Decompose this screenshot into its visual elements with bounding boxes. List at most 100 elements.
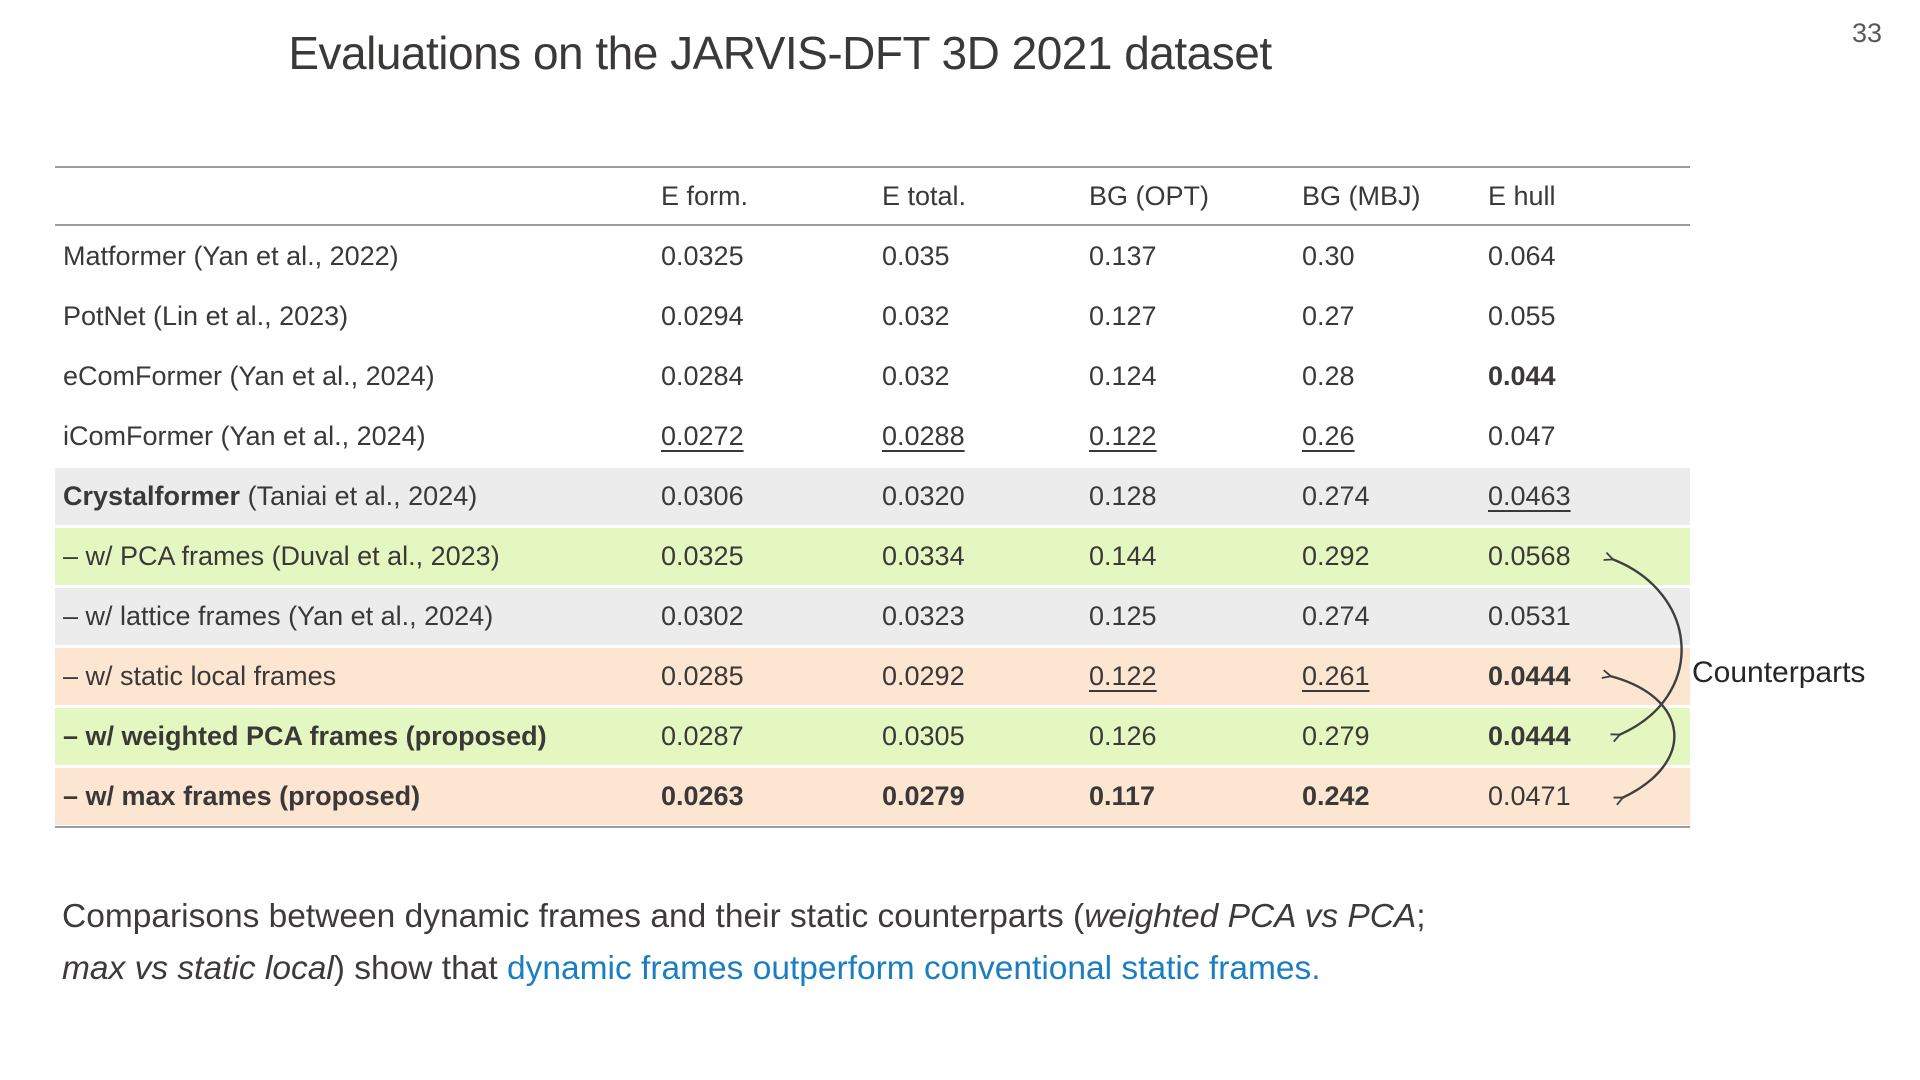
value-cell: 0.128	[1081, 481, 1294, 512]
metric-value: 0.0305	[882, 720, 965, 751]
metric-value: 0.0444	[1488, 720, 1571, 751]
value-cell: 0.0263	[653, 781, 874, 812]
metric-value: 0.122	[1089, 660, 1157, 691]
method-cell: Matformer (Yan et al., 2022)	[55, 241, 653, 272]
value-cell: 0.124	[1081, 361, 1294, 392]
metric-value: 0.0306	[661, 480, 744, 511]
caption-line: Comparisons between dynamic frames and t…	[62, 891, 1882, 943]
table-row: Crystalformer (Taniai et al., 2024) 0.030…	[55, 466, 1690, 526]
value-cell: 0.0334	[874, 541, 1081, 572]
method-label: (Taniai et al., 2024)	[240, 480, 478, 511]
metric-value: 0.0320	[882, 480, 965, 511]
value-cell: 0.032	[874, 301, 1081, 332]
value-cell: 0.0302	[653, 601, 874, 632]
table-header-row: E form. E total. BG (OPT) BG (MBJ) E hull	[55, 168, 1690, 226]
value-cell: 0.28	[1294, 361, 1480, 392]
value-cell: 0.30	[1294, 241, 1480, 272]
value-cell: 0.242	[1294, 781, 1480, 812]
column-header: E form.	[661, 180, 749, 211]
value-cell: 0.0294	[653, 301, 874, 332]
value-cell: 0.0568	[1480, 541, 1690, 572]
metric-value: 0.0263	[661, 780, 744, 811]
metric-value: 0.0568	[1488, 540, 1571, 571]
metric-value: 0.064	[1488, 240, 1556, 271]
value-cell: 0.0279	[874, 781, 1081, 812]
value-cell: 0.0325	[653, 241, 874, 272]
value-cell: 0.126	[1081, 721, 1294, 752]
method-label: PotNet (Lin et al., 2023)	[63, 300, 349, 331]
method-cell: Crystalformer (Taniai et al., 2024)	[55, 481, 653, 512]
caption: Comparisons between dynamic frames and t…	[62, 891, 1882, 995]
metric-value: 0.0323	[882, 600, 965, 631]
value-cell: 0.0471	[1480, 781, 1690, 812]
method-label: – w/ static local frames	[63, 660, 337, 691]
table-row: – w/ static local frames 0.0285 0.0292 0.12…	[55, 646, 1690, 706]
metric-value: 0.0272	[661, 420, 744, 451]
metric-value: 0.0287	[661, 720, 744, 751]
table-row: iComFormer (Yan et al., 2024) 0.0272 0.028…	[55, 406, 1690, 466]
metric-value: 0.26	[1302, 420, 1355, 451]
metric-value: 0.127	[1089, 300, 1157, 331]
value-cell: 0.27	[1294, 301, 1480, 332]
metric-value: 0.032	[882, 360, 950, 391]
metric-value: 0.0294	[661, 300, 744, 331]
table-row: Matformer (Yan et al., 2022) 0.0325 0.035 0…	[55, 226, 1690, 286]
method-cell: – w/ weighted PCA frames (proposed)	[55, 721, 653, 752]
value-cell: 0.044	[1480, 361, 1690, 392]
table-row: – w/ PCA frames (Duval et al., 2023) 0.03…	[55, 526, 1690, 586]
caption-segment: Comparisons between dynamic frames and t…	[62, 898, 1085, 935]
metric-value: 0.044	[1488, 360, 1556, 391]
caption-line: max vs static local) show that dynamic f…	[62, 943, 1882, 995]
metric-value: 0.126	[1089, 720, 1157, 751]
value-cell: 0.0325	[653, 541, 874, 572]
metric-value: 0.137	[1089, 240, 1157, 271]
metric-value: 0.30	[1302, 240, 1355, 271]
value-cell: 0.0292	[874, 661, 1081, 692]
value-cell: 0.125	[1081, 601, 1294, 632]
method-cell: iComFormer (Yan et al., 2024)	[55, 421, 653, 452]
metric-value: 0.0444	[1488, 660, 1571, 691]
table-row: – w/ max frames (proposed) 0.0263 0.0279 0.…	[55, 766, 1690, 826]
value-cell: 0.0531	[1480, 601, 1690, 632]
page-number: 33	[1852, 18, 1883, 48]
caption-segment: ;	[1416, 898, 1426, 935]
value-cell: 0.279	[1294, 721, 1480, 752]
metric-value: 0.117	[1089, 780, 1156, 811]
metric-value: 0.032	[882, 300, 950, 331]
value-cell: 0.0284	[653, 361, 874, 392]
table-row: – w/ weighted PCA frames (proposed) 0.028…	[55, 706, 1690, 766]
value-cell: 0.0285	[653, 661, 874, 692]
caption-segment: ) show that	[333, 950, 507, 987]
value-cell: 0.261	[1294, 661, 1480, 692]
method-label: – w/ lattice frames (Yan et al., 2024)	[63, 600, 494, 631]
value-cell: 0.0288	[874, 421, 1081, 452]
metric-value: 0.0288	[882, 420, 965, 451]
column-header: E hull	[1488, 180, 1556, 211]
metric-value: 0.0284	[661, 360, 744, 391]
metric-value: 0.144	[1089, 540, 1157, 571]
value-cell: 0.292	[1294, 541, 1480, 572]
metric-value: 0.261	[1302, 660, 1370, 691]
table-row: eComFormer (Yan et al., 2024) 0.0284 0.032…	[55, 346, 1690, 406]
method-label: – w/ weighted PCA frames (proposed)	[63, 720, 547, 751]
metric-value: 0.28	[1302, 360, 1355, 391]
method-cell: – w/ PCA frames (Duval et al., 2023)	[55, 541, 653, 572]
value-cell: 0.127	[1081, 301, 1294, 332]
metric-value: 0.125	[1089, 600, 1157, 631]
value-cell: 0.117	[1081, 781, 1294, 812]
value-cell: 0.0444	[1480, 661, 1690, 692]
results-table-body: Matformer (Yan et al., 2022) 0.0325 0.035 0…	[55, 226, 1690, 826]
method-cell: PotNet (Lin et al., 2023)	[55, 301, 653, 332]
value-cell: 0.0444	[1480, 721, 1690, 752]
metric-value: 0.035	[882, 240, 950, 271]
value-cell: 0.0272	[653, 421, 874, 452]
metric-value: 0.0471	[1488, 780, 1571, 811]
metric-value: 0.055	[1488, 300, 1556, 331]
method-label: eComFormer (Yan et al., 2024)	[63, 360, 435, 391]
value-cell: 0.0287	[653, 721, 874, 752]
value-cell: 0.0305	[874, 721, 1081, 752]
method-label: Crystalformer	[63, 480, 241, 511]
value-cell: 0.122	[1081, 421, 1294, 452]
value-cell: 0.0306	[653, 481, 874, 512]
